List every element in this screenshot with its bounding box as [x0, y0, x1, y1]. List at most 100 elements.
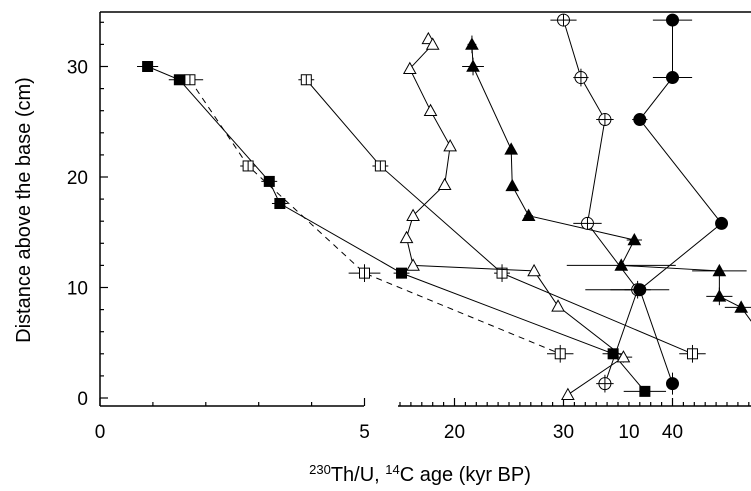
data-point [715, 216, 729, 230]
data-point [639, 385, 651, 397]
data-point [359, 267, 370, 279]
square-marker [396, 267, 408, 279]
data-point [396, 267, 408, 279]
series-5 [462, 35, 751, 322]
triangle-marker [465, 37, 479, 50]
x-axis-label: 230Th/U, 14C age (kyr BP) [309, 462, 531, 486]
circle-marker [633, 113, 647, 127]
y-tick-label: 10 [67, 279, 88, 300]
series-line [305, 79, 693, 355]
circle-marker [666, 71, 679, 85]
circle-marker [666, 377, 679, 391]
triangle-marker [443, 139, 457, 152]
triangle-marker [521, 208, 536, 221]
y-tick-label: 0 [77, 389, 88, 410]
data-point [734, 300, 749, 313]
x-tick-label: 40 [662, 422, 683, 443]
data-point [627, 232, 642, 246]
data-point [554, 348, 566, 360]
y-tick-label: 20 [67, 168, 88, 189]
data-point [557, 13, 570, 27]
x-label-text: C age (kyr BP) [400, 464, 531, 486]
data-point [466, 59, 480, 72]
data-point [527, 263, 541, 277]
x-label-text: Th/U, [331, 464, 385, 486]
data-point [686, 348, 698, 360]
data-point [402, 61, 417, 75]
series-6 [550, 13, 651, 393]
y-axis-ticks: 0 10 20 30 [67, 21, 108, 410]
data-point [300, 74, 312, 86]
x-tick-label: 30 [553, 422, 574, 443]
circle-marker [715, 216, 729, 230]
data-point [616, 350, 631, 363]
x-tick-label: 20 [444, 422, 465, 443]
circle-marker [666, 13, 679, 27]
data-point [437, 177, 452, 191]
data-point [666, 377, 679, 391]
data-point [521, 208, 536, 221]
data-point [598, 377, 612, 391]
triangle-marker [627, 232, 642, 246]
series-4 [399, 31, 633, 400]
data-point [712, 289, 727, 302]
square-marker [639, 385, 651, 397]
triangle-marker [399, 230, 414, 244]
data-point [633, 113, 647, 127]
series-line [189, 79, 561, 355]
x-axis-ticks: 051020304050 [95, 398, 750, 443]
data-point [425, 37, 440, 50]
data-point [443, 139, 457, 152]
triangle-marker [527, 263, 541, 277]
triangle-marker [561, 387, 575, 400]
data-point [551, 299, 565, 312]
x-tick-label: 5 [359, 422, 370, 443]
triangle-marker [406, 258, 420, 271]
data-point [666, 13, 679, 27]
data-point [561, 387, 575, 400]
triangle-marker [712, 263, 727, 277]
x-tick-label: 10 [618, 422, 639, 443]
series-line [639, 20, 723, 384]
y-axis-label: Distance above the base (cm) [13, 77, 35, 343]
plot-frame [99, 11, 751, 407]
triangle-marker [504, 142, 519, 155]
data-point [406, 208, 420, 221]
y-tick-label: 30 [67, 58, 88, 79]
data-point [666, 71, 679, 85]
series-line [147, 66, 646, 392]
triangle-marker [425, 37, 440, 50]
series-7 [585, 13, 729, 395]
data-point [406, 258, 420, 271]
data-point [423, 103, 438, 116]
triangle-marker [406, 208, 420, 221]
data-point [712, 263, 727, 277]
triangle-marker [551, 299, 565, 312]
series-2 [176, 74, 574, 363]
series-line [471, 44, 751, 322]
data-point [574, 71, 588, 85]
triangle-marker [734, 300, 749, 313]
data-point [374, 160, 386, 172]
data-point [142, 61, 154, 72]
triangle-marker [466, 59, 480, 72]
data-point [504, 142, 519, 155]
data-point [598, 113, 612, 127]
series-3 [298, 74, 706, 363]
data-point [465, 37, 479, 50]
series-layer [137, 13, 751, 400]
x-tick-label: 0 [95, 422, 106, 443]
square-marker [274, 198, 286, 210]
data-point [184, 74, 196, 86]
data-point [580, 216, 594, 230]
triangle-marker [712, 289, 727, 302]
data-point [505, 178, 520, 192]
circle-marker [633, 283, 647, 297]
data-point [274, 198, 286, 210]
triangle-marker [402, 61, 417, 75]
series-line [406, 38, 625, 396]
x-label-superscript: 230 [309, 462, 331, 477]
data-point [242, 160, 254, 172]
triangle-marker [505, 178, 520, 192]
